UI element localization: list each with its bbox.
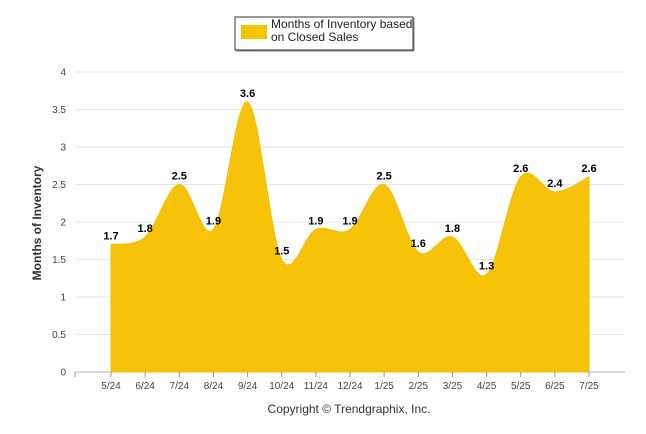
x-tick-label: 6/25 [545, 381, 565, 392]
data-label: 2.6 [513, 163, 528, 175]
data-label: 3.6 [240, 88, 255, 100]
data-label: 1.9 [308, 216, 323, 228]
data-label: 1.8 [137, 223, 152, 235]
data-label: 1.5 [274, 246, 289, 258]
x-tick-label: 6/24 [135, 381, 155, 392]
y-tick-label: 4 [60, 68, 66, 79]
legend-label-line2: on Closed Sales [271, 30, 358, 44]
x-tick-label: 4/25 [477, 381, 497, 392]
y-tick-label: 2.5 [52, 180, 66, 191]
x-tick-label: 3/25 [443, 381, 463, 392]
x-tick-label: 5/24 [101, 381, 121, 392]
x-axis-ticks: 5/24 6/24 7/24 8/24 9/24 10/24 11/24 12/24 1/25 2… [101, 372, 599, 392]
data-label: 1.7 [103, 231, 118, 243]
x-tick-label: 12/24 [337, 381, 362, 392]
x-tick-label: 8/24 [204, 381, 224, 392]
y-tick-label: 1.5 [52, 255, 66, 266]
data-label: 1.9 [342, 216, 357, 228]
data-label: 2.6 [581, 163, 596, 175]
data-label: 2.5 [172, 171, 187, 183]
copyright-footer: Copyright © Trendgraphix, Inc. [268, 402, 431, 416]
x-tick-label: 9/24 [238, 381, 258, 392]
x-tick-label: 10/24 [269, 381, 294, 392]
y-tick-label: 2 [60, 218, 66, 229]
x-tick-label: 2/25 [409, 381, 429, 392]
data-label: 1.8 [445, 223, 460, 235]
series-area [110, 101, 590, 373]
legend-swatch [241, 25, 267, 39]
x-tick-label: 11/24 [304, 381, 329, 392]
x-tick-label: 1/25 [374, 381, 394, 392]
legend-label-line1: Months of Inventory based [271, 17, 412, 31]
y-axis-ticks: 0 0.5 1 1.5 2 2.5 3 3.5 4 [52, 68, 66, 379]
x-tick-label: 7/24 [170, 381, 190, 392]
data-label: 1.9 [206, 216, 221, 228]
x-tick-label: 5/25 [511, 381, 531, 392]
x-tick-label: 7/25 [579, 381, 599, 392]
y-axis-title: Months of Inventory [30, 165, 44, 280]
y-tick-label: 0.5 [52, 330, 66, 341]
data-label: 2.5 [376, 171, 391, 183]
y-tick-label: 1 [60, 293, 66, 304]
data-labels: 1.7 1.8 2.5 1.9 3.6 1.5 1.9 1.9 2.5 1.6 1.8 1.3 2.6 2… [103, 88, 596, 273]
data-label: 2.4 [547, 178, 563, 190]
data-label: 1.6 [411, 238, 426, 250]
legend[interactable]: Months of Inventory based on Closed Sale… [234, 16, 415, 52]
y-tick-label: 3.5 [52, 105, 66, 116]
y-tick-label: 0 [60, 368, 66, 379]
y-tick-label: 3 [60, 143, 66, 154]
data-label: 1.3 [479, 261, 494, 273]
